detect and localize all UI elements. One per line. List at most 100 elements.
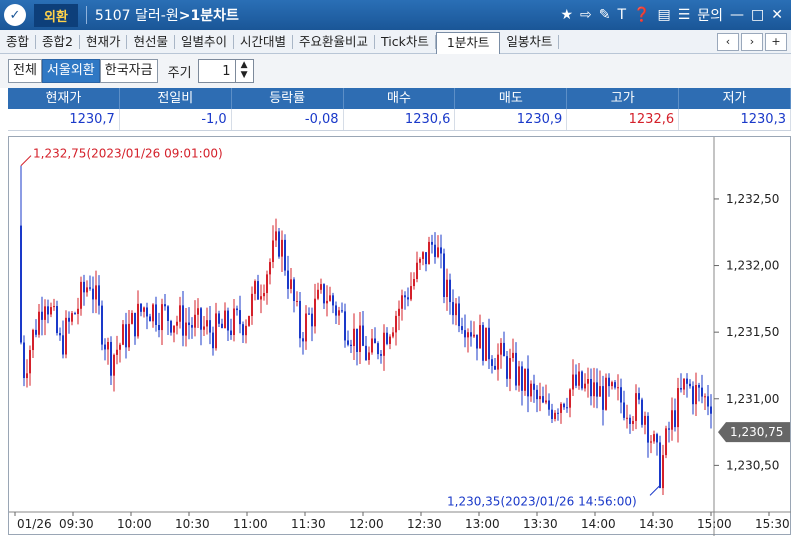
candle-body: [401, 295, 403, 309]
candle-body: [446, 279, 448, 297]
candle-body: [476, 334, 478, 349]
tab-7[interactable]: Tick차트: [375, 34, 436, 49]
candle-body: [491, 359, 493, 366]
tab-0[interactable]: 종합: [0, 34, 37, 49]
stepper-arrows-icon[interactable]: ▲ ▼: [234, 60, 253, 82]
tab-prev-icon[interactable]: ‹: [717, 32, 739, 51]
candle-body: [293, 279, 295, 301]
info-icon[interactable]: ❓: [633, 7, 651, 23]
tab-1[interactable]: 종합2: [36, 34, 80, 49]
candle-body: [230, 330, 232, 336]
candle-body: [368, 352, 370, 360]
list-icon[interactable]: ☰: [677, 7, 691, 23]
text-icon[interactable]: T: [617, 7, 627, 23]
tab-6[interactable]: 주요환율비교: [293, 34, 376, 49]
candle-body: [56, 306, 58, 334]
candle-body: [71, 313, 73, 322]
candle-body: [236, 308, 238, 311]
candle-body: [332, 295, 334, 306]
candle-body: [548, 400, 550, 410]
tools-icon[interactable]: ✎: [598, 7, 611, 23]
candle-body: [326, 300, 328, 304]
candle-body: [338, 310, 340, 316]
candle-body: [197, 308, 199, 315]
candle-body: [143, 307, 145, 312]
close-icon[interactable]: ✕: [771, 7, 783, 23]
maximize-icon[interactable]: □: [751, 7, 765, 23]
candle-body: [653, 434, 655, 442]
tab-8[interactable]: 1분차트: [435, 31, 501, 54]
candle-body: [398, 308, 400, 316]
seg-kr-money[interactable]: 한국자금: [99, 59, 158, 83]
candle-body: [563, 403, 565, 408]
tab-4[interactable]: 일별추이: [175, 34, 235, 49]
tab-add-icon[interactable]: +: [765, 32, 787, 51]
candle-body: [590, 379, 592, 397]
candle-body: [485, 327, 487, 361]
candle-body: [188, 322, 190, 326]
tab-9[interactable]: 일봉차트: [500, 34, 560, 49]
candle-body: [77, 308, 79, 315]
candle-body: [455, 303, 457, 316]
candle-body: [623, 402, 625, 418]
candle-body: [407, 297, 409, 300]
candle-body: [383, 332, 385, 356]
candle-body: [335, 305, 337, 316]
export-icon[interactable]: ⇨: [580, 7, 592, 23]
minimize-icon[interactable]: —: [730, 7, 745, 23]
candle-body: [272, 240, 274, 263]
candle-body: [50, 307, 52, 315]
candle-body: [413, 279, 415, 287]
candle-body: [266, 274, 268, 294]
candle-body: [704, 396, 706, 398]
print-icon[interactable]: ▤: [657, 7, 671, 23]
qh-1: 전일비: [120, 88, 232, 109]
star-icon[interactable]: ★: [560, 7, 573, 23]
help-button[interactable]: 문의: [697, 8, 724, 24]
candle-body: [659, 442, 661, 489]
candlestick-chart[interactable]: 1,232,50 1,232,00 1,231,50 1,231,00 1,230,50…: [9, 137, 791, 536]
candle-body: [176, 321, 178, 326]
candle-body: [524, 368, 526, 391]
seg-seoul[interactable]: 서울외환: [41, 59, 100, 83]
candle-body: [74, 313, 76, 315]
candle-body: [578, 371, 580, 386]
candle-body: [134, 312, 136, 337]
candle-body: [263, 293, 265, 297]
candle-body: [707, 396, 709, 407]
candle-body: [602, 386, 604, 410]
x-tick-label: 14:30: [639, 517, 674, 531]
x-tick-label: 13:00: [465, 517, 500, 531]
candle-body: [428, 241, 430, 265]
quote-header: 현재가 전일비 등락률 매수 매도 고가 저가: [8, 88, 791, 109]
tab-5[interactable]: 시간대별: [234, 34, 294, 49]
chart-area[interactable]: 1,232,50 1,232,00 1,231,50 1,231,00 1,230,50…: [8, 136, 791, 536]
candle-body: [692, 386, 694, 405]
candle-body: [29, 350, 31, 374]
candle-body: [437, 247, 439, 257]
candle-body: [47, 306, 49, 315]
current-price-label: 1,230,75: [730, 425, 783, 439]
candle-body: [377, 343, 379, 355]
tab-3[interactable]: 현선물: [127, 34, 175, 49]
candle-body: [665, 428, 667, 456]
candle-body: [683, 378, 685, 390]
qv-1: -1,0: [120, 109, 232, 130]
candle-body: [551, 409, 553, 419]
candle-body: [443, 253, 445, 297]
candle-body: [353, 328, 355, 347]
period-value[interactable]: 1: [222, 63, 231, 79]
candle-body: [239, 310, 241, 325]
qh-6: 저가: [679, 88, 791, 109]
candle-body: [593, 382, 595, 397]
window-title: 5107 달러-원>1분차트: [95, 5, 239, 25]
tab-next-icon[interactable]: ›: [741, 32, 763, 51]
period-stepper[interactable]: 1 ▲ ▼: [197, 59, 254, 83]
candle-body: [203, 326, 205, 330]
period-label: 주기: [167, 65, 192, 81]
candle-body: [431, 241, 433, 245]
tab-2[interactable]: 현재가: [80, 34, 128, 49]
seg-all[interactable]: 전체: [8, 59, 42, 83]
candle-body: [323, 284, 325, 304]
candle-body: [257, 281, 259, 300]
